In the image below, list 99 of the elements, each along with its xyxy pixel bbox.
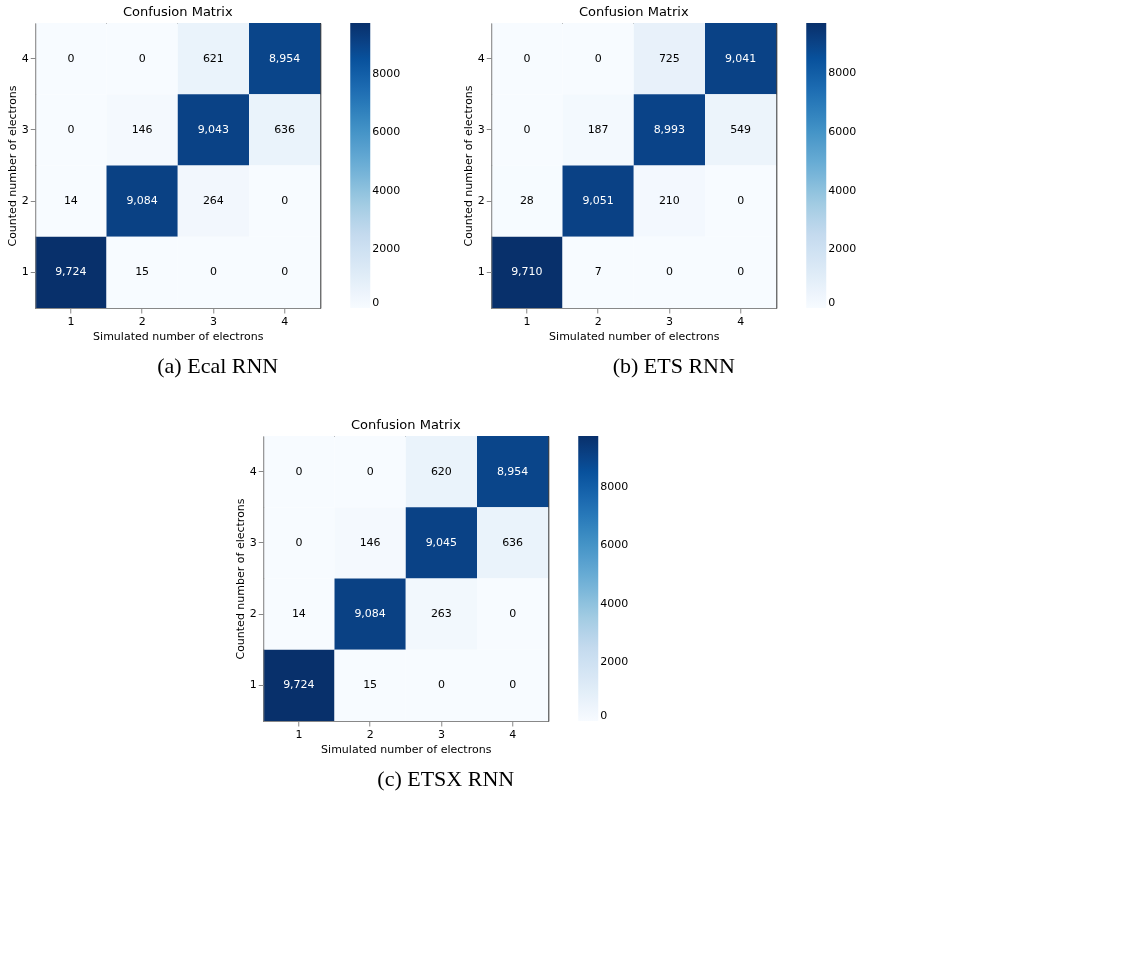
data-label: 7: [594, 265, 602, 279]
data-label: 636: [502, 535, 524, 549]
y-tick-label: 2: [249, 607, 257, 621]
x-tick-label: 3: [437, 727, 445, 741]
data-label: 0: [737, 194, 745, 208]
x-axis-title: Simulated number of electrons: [321, 742, 492, 756]
data-label: 263: [430, 607, 452, 621]
x-tick-label: 3: [209, 314, 217, 328]
data-label: 0: [281, 265, 289, 279]
data-label: 9,710: [511, 265, 543, 279]
x-axis-title: Simulated number of electrons: [549, 329, 720, 343]
y-tick-label: 2: [477, 194, 485, 208]
data-label: 15: [363, 678, 378, 692]
data-label: 0: [295, 535, 303, 549]
data-label: 0: [138, 51, 146, 65]
y-tick-label: 1: [249, 678, 257, 692]
x-axis-title: Simulated number of electrons: [93, 329, 264, 343]
data-label: 264: [202, 194, 224, 208]
color-bar-label: 4000: [828, 183, 857, 197]
data-label: 621: [202, 51, 224, 65]
color-bar-label: 2000: [828, 242, 857, 256]
y-tick-label: 1: [477, 265, 485, 279]
y-tick-label: 1: [21, 265, 29, 279]
x-tick-label: 4: [737, 314, 745, 328]
data-label: 549: [730, 122, 752, 136]
y-axis-title: Counted number of electrons: [233, 498, 247, 660]
data-label: 0: [437, 678, 445, 692]
data-label: 146: [359, 535, 381, 549]
data-label: 0: [295, 464, 303, 478]
y-tick-label: 4: [249, 464, 257, 478]
data-label: 187: [587, 122, 609, 136]
data-label: 14: [291, 607, 306, 621]
data-label: 8,954: [268, 51, 301, 65]
color-bar-label: 2000: [372, 242, 401, 256]
x-tick-label: 1: [523, 314, 531, 328]
chart-title: Confusion Matrix: [578, 4, 689, 19]
color-bar-label: 0: [828, 296, 836, 309]
data-label: 9,724: [283, 678, 315, 692]
data-label: 0: [665, 265, 673, 279]
y-axis-title: Counted number of electrons: [5, 85, 19, 247]
data-label: 0: [523, 122, 531, 136]
color-bar-label: 6000: [600, 538, 629, 552]
x-tick-label: 4: [281, 314, 289, 328]
data-label: 0: [366, 464, 374, 478]
x-tick-label: 1: [67, 314, 75, 328]
data-label: 0: [523, 51, 531, 65]
data-label: 0: [209, 265, 217, 279]
y-tick-label: 4: [21, 51, 29, 65]
data-label: 0: [281, 194, 289, 208]
x-tick-label: 2: [138, 314, 146, 328]
data-label: 8,993: [653, 122, 686, 136]
data-label: 0: [509, 678, 517, 692]
color-bar-label: 4000: [372, 183, 401, 197]
data-label: 9,043: [197, 122, 230, 136]
color-bar-label: 4000: [600, 596, 629, 610]
y-tick-label: 4: [477, 51, 485, 65]
color-bar-label: 0: [372, 296, 380, 309]
color-bar-label: 6000: [372, 125, 401, 139]
y-tick-label: 3: [21, 122, 29, 136]
data-label: 0: [737, 265, 745, 279]
data-label: 28: [519, 194, 534, 208]
color-bar-label: 0: [600, 709, 608, 722]
data-label: 0: [67, 122, 75, 136]
data-label: 9,045: [425, 535, 458, 549]
color-bar-label: 8000: [372, 66, 401, 80]
data-label: 9,724: [55, 265, 87, 279]
data-label: 210: [658, 194, 680, 208]
data-label: 636: [274, 122, 296, 136]
data-label: 8,954: [496, 464, 529, 478]
color-bar-label: 2000: [600, 655, 629, 669]
x-tick-label: 1: [295, 727, 303, 741]
data-label: 0: [594, 51, 602, 65]
data-label: 0: [509, 607, 517, 621]
x-tick-label: 4: [509, 727, 517, 741]
color-bar-label: 8000: [828, 66, 857, 80]
y-tick-label: 3: [249, 535, 257, 549]
y-tick-label: 3: [477, 122, 485, 136]
text: (a) Ecal RNN: [157, 353, 279, 378]
chart-title: Confusion Matrix: [350, 417, 461, 432]
data-label: 15: [135, 265, 150, 279]
x-tick-label: 2: [594, 314, 602, 328]
color-bar-label: 6000: [828, 124, 857, 138]
text: (b) ETS RNN: [612, 353, 735, 378]
data-label: 14: [63, 194, 78, 208]
x-tick-label: 2: [366, 727, 374, 741]
data-label: 0: [67, 51, 75, 65]
data-label: 9,084: [354, 607, 386, 621]
y-axis-title: Counted number of electrons: [461, 85, 475, 247]
x-tick-label: 3: [665, 314, 673, 328]
data-label: 9,084: [126, 194, 158, 208]
data-label: 620: [430, 464, 452, 478]
text: (c) ETSX RNN: [377, 766, 515, 791]
data-label: 9,041: [724, 51, 757, 65]
data-label: 146: [131, 122, 153, 136]
y-tick-label: 2: [21, 194, 29, 208]
color-bar-label: 8000: [600, 479, 629, 493]
data-label: 9,051: [582, 194, 614, 208]
chart-title: Confusion Matrix: [122, 4, 233, 19]
data-label: 725: [658, 51, 680, 65]
